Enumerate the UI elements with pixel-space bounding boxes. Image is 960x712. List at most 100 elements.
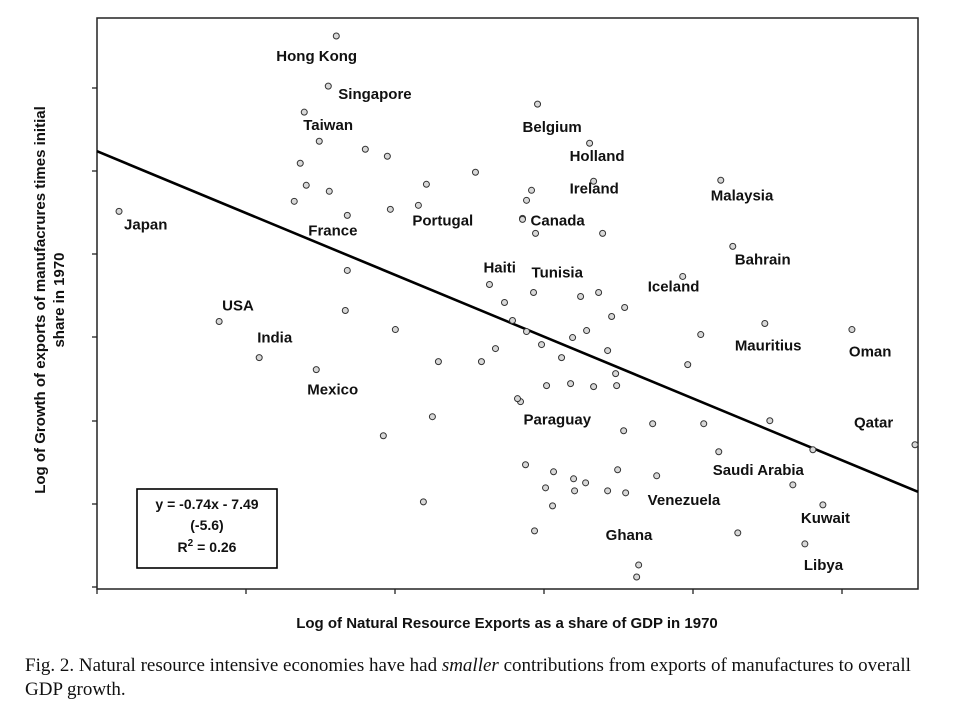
label-india: India — [257, 330, 293, 347]
data-point — [582, 479, 590, 487]
data-point — [550, 468, 558, 476]
data-point — [528, 186, 536, 194]
data-point — [477, 358, 485, 366]
label-kuwait: Kuwait — [801, 510, 850, 527]
caption-emphasis: smaller — [441, 655, 499, 676]
data-point — [509, 317, 517, 325]
label-iceland: Iceland — [648, 278, 700, 295]
data-point — [379, 432, 387, 440]
data-point — [302, 181, 310, 189]
data-point — [531, 527, 539, 535]
label-mauritius: Mauritius — [735, 338, 802, 355]
data-point — [315, 137, 323, 145]
data-point-usa — [215, 318, 223, 326]
label-oman: Oman — [849, 344, 892, 361]
data-point — [523, 196, 531, 204]
data-point-ireland — [590, 177, 598, 185]
label-japan: Japan — [124, 216, 167, 233]
data-point-kuwait — [819, 501, 827, 509]
data-point — [419, 498, 427, 506]
data-point — [614, 466, 622, 474]
y-axis-title: Log of Growth of exports of manufacrures… — [32, 106, 68, 494]
r-squared-text: R2 = 0.26 — [178, 538, 237, 555]
label-haiti: Haiti — [483, 259, 516, 276]
data-point-venezuela — [653, 472, 661, 480]
label-holland: Holland — [570, 148, 625, 165]
data-point — [428, 413, 436, 421]
label-malaysia: Malaysia — [711, 187, 774, 204]
data-point — [569, 334, 577, 342]
label-paraguay: Paraguay — [524, 412, 592, 429]
data-point — [343, 266, 351, 274]
data-point — [620, 427, 628, 435]
label-belgium: Belgium — [523, 119, 582, 136]
data-point-tunisia — [530, 288, 538, 296]
data-point — [621, 304, 629, 312]
data-point — [341, 307, 349, 315]
data-point-hong-kong — [332, 32, 340, 40]
data-point-oman — [848, 326, 856, 334]
data-point — [809, 446, 817, 454]
data-point — [434, 358, 442, 366]
plot-frame — [96, 17, 919, 590]
x-axis-title: Log of Natural Resource Exports as a sha… — [296, 615, 718, 632]
data-point-belgium — [534, 100, 542, 108]
label-mexico: Mexico — [307, 382, 358, 399]
data-point — [590, 383, 598, 391]
data-point-haiti — [485, 280, 493, 288]
data-point — [571, 487, 579, 495]
data-point — [325, 187, 333, 195]
data-point — [734, 529, 742, 537]
data-point — [684, 361, 692, 369]
y-axis-ticks — [92, 87, 97, 588]
data-point — [391, 326, 399, 334]
data-point — [604, 347, 612, 355]
label-qatar: Qatar — [854, 415, 893, 432]
t-statistic-text: (-5.6) — [190, 517, 223, 533]
label-taiwan: Taiwan — [303, 117, 353, 134]
data-point — [604, 487, 612, 495]
data-point — [583, 327, 591, 335]
data-point-france — [343, 211, 351, 219]
data-point-india — [255, 354, 263, 362]
label-ghana: Ghana — [606, 527, 653, 544]
data-point — [595, 288, 603, 296]
label-tunisia: Tunisia — [532, 264, 584, 281]
data-point — [570, 475, 578, 483]
data-point — [577, 292, 585, 300]
data-point-saudi-arabia — [715, 448, 723, 456]
data-point — [613, 382, 621, 390]
label-portugal: Portugal — [412, 212, 473, 229]
label-saudi-arabia: Saudi Arabia — [713, 462, 805, 479]
data-point-iceland — [679, 272, 687, 280]
data-point-holland — [586, 139, 594, 147]
label-ireland: Ireland — [570, 180, 619, 197]
data-point — [789, 481, 797, 489]
data-point — [500, 298, 508, 306]
data-point — [532, 229, 540, 237]
data-point — [361, 145, 369, 153]
equation-box: y = -0.74x - 7.49 (-5.6) R2 = 0.26 — [136, 488, 278, 569]
data-point — [558, 354, 566, 362]
data-point — [523, 328, 531, 336]
data-point — [567, 380, 575, 388]
label-france: France — [308, 222, 357, 239]
label-libya: Libya — [804, 557, 844, 574]
figure-caption: Fig. 2. Natural resource intensive econo… — [25, 655, 911, 700]
data-point — [522, 461, 530, 469]
data-point — [491, 345, 499, 353]
data-point — [543, 382, 551, 390]
data-point-libya — [801, 540, 809, 548]
label-bahrain: Bahrain — [735, 251, 791, 268]
data-point — [700, 420, 708, 428]
data-point — [599, 229, 607, 237]
data-point — [471, 168, 479, 176]
data-point-mexico — [312, 366, 320, 374]
regression-line — [96, 150, 919, 494]
data-point-taiwan — [300, 108, 308, 116]
data-point — [633, 573, 641, 581]
data-point-qatar — [911, 441, 919, 449]
data-point — [612, 370, 620, 378]
